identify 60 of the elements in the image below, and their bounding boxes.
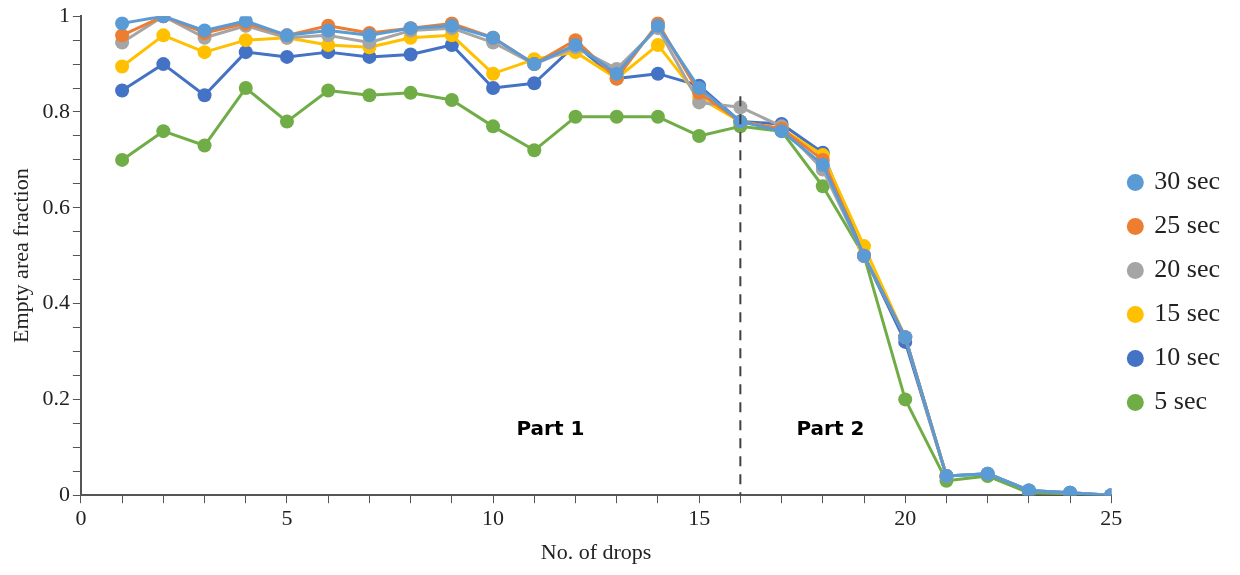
x-tick-label: 0 [75,505,87,531]
point [650,109,665,124]
point [279,49,294,64]
point [156,57,171,72]
point [197,138,212,153]
point [156,124,171,139]
annotation: Part 2 [796,416,865,441]
x-tick-label: 10 [482,505,505,531]
point [609,109,624,124]
point [650,37,665,52]
point [279,114,294,129]
x-tick-label: 5 [281,505,293,531]
point [238,33,253,48]
legend-label: 15 sec [1154,298,1220,328]
point [197,45,212,60]
x-tick-label: 20 [894,505,917,531]
point [238,81,253,96]
point [403,85,418,100]
x-tick-label: 25 [1100,505,1123,531]
point [156,28,171,43]
point [609,66,624,81]
point [568,109,583,124]
point [486,119,501,134]
point [650,66,665,81]
y-tick-label: 0.8 [42,97,70,123]
point [115,83,130,98]
point [238,45,253,60]
annotation: Part 1 [516,416,585,441]
point [403,47,418,62]
y-tick-label: 0 [58,480,70,506]
point [692,128,707,143]
point [115,28,130,43]
y-tick-label: 1 [58,1,70,27]
point [197,88,212,103]
x-tick-label: 15 [688,505,711,531]
legend-label: 20 sec [1154,254,1220,284]
legend-label: 30 sec [1154,166,1220,196]
point [486,81,501,96]
legend-label: 10 sec [1154,342,1220,372]
point [815,157,830,172]
y-tick-label: 0.6 [42,193,70,219]
point [362,88,377,103]
point [115,59,130,74]
point [486,66,501,81]
legend-label: 25 sec [1154,210,1220,240]
point [815,179,830,194]
y-axis-title: Empty area fraction [7,168,33,344]
point [115,152,130,167]
y-tick-label: 0.2 [42,385,70,411]
point [527,143,542,158]
point [527,76,542,91]
point [115,16,130,31]
y-tick-label: 0.4 [42,289,70,315]
legend-label: 5 sec [1154,386,1207,416]
point [321,83,336,98]
point [321,23,336,38]
point [733,100,748,115]
point [444,93,459,108]
point [898,392,913,407]
x-axis-title: No. of drops [540,538,652,564]
